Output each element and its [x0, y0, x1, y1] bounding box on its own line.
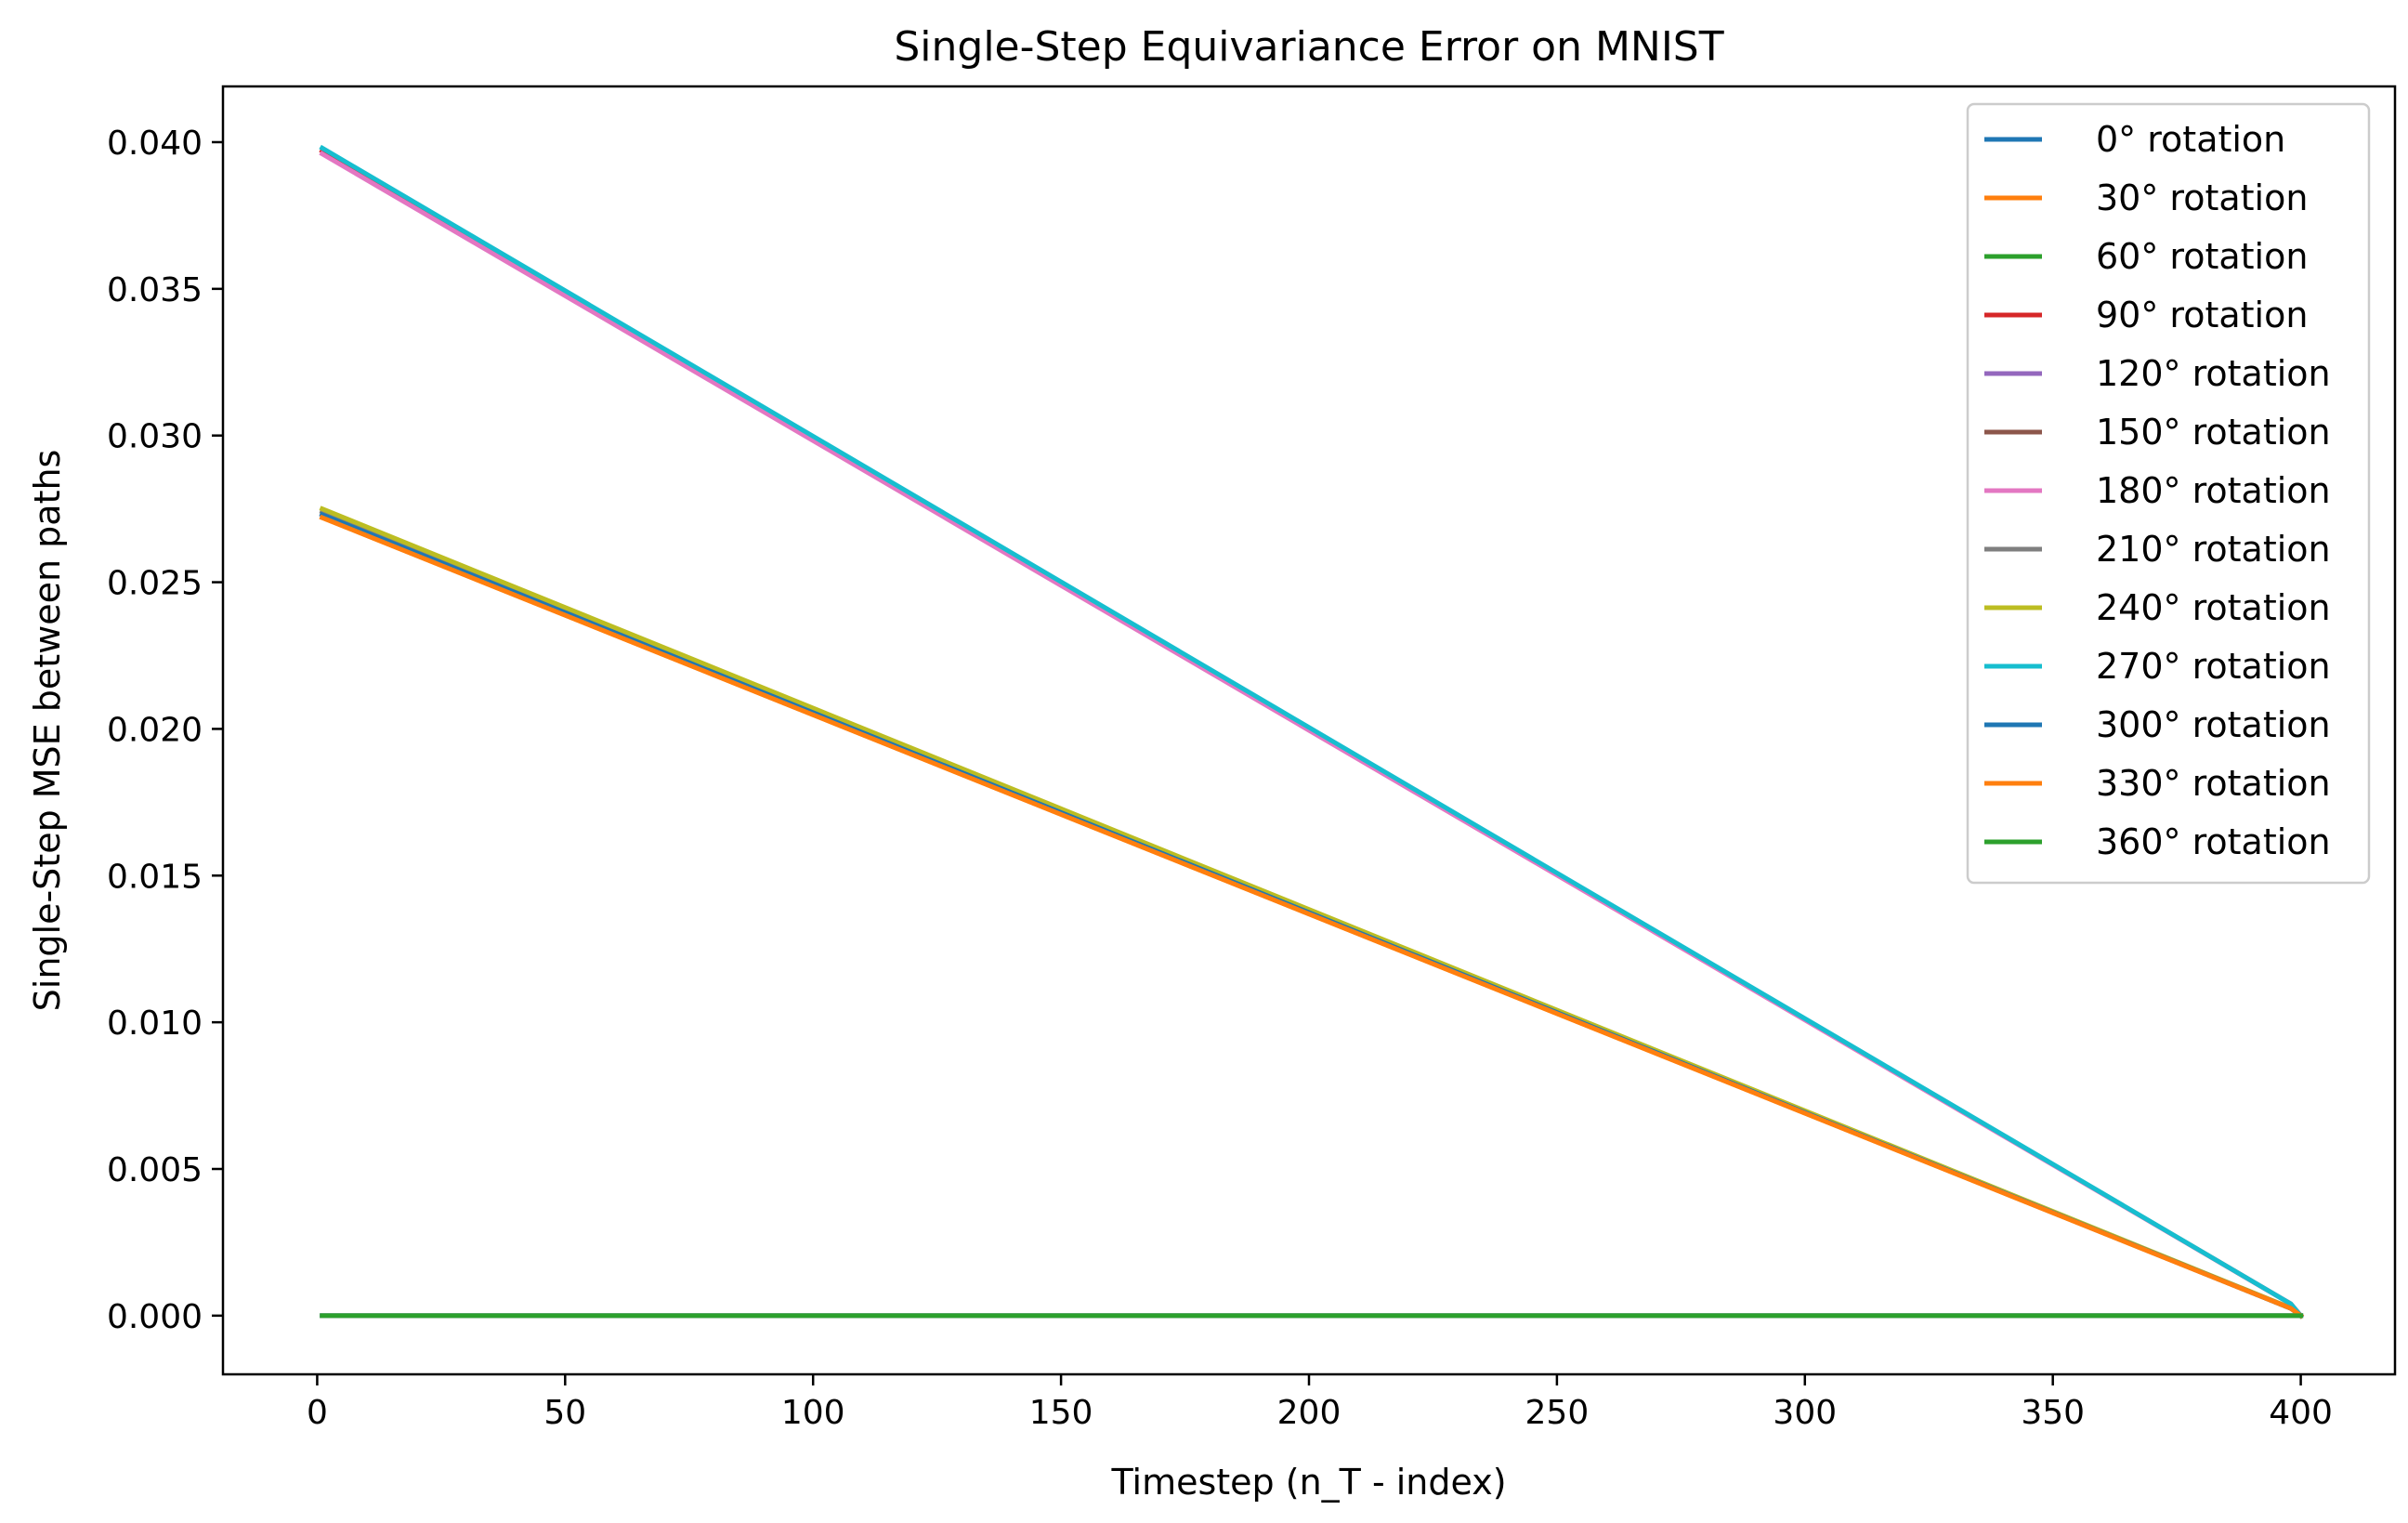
legend-label: 330° rotation [2096, 763, 2331, 804]
legend-label: 150° rotation [2096, 412, 2331, 453]
legend-label: 60° rotation [2096, 236, 2308, 277]
x-tick-label: 250 [1525, 1394, 1590, 1432]
legend-label: 360° rotation [2096, 821, 2331, 862]
legend-label: 120° rotation [2096, 353, 2331, 394]
x-tick-label: 100 [781, 1394, 845, 1432]
y-tick-label: 0.025 [107, 565, 203, 603]
x-tick-label: 400 [2269, 1394, 2333, 1432]
y-tick-label: 0.035 [107, 271, 203, 309]
y-tick-label: 0.010 [107, 1004, 203, 1043]
legend-box [1966, 102, 2371, 885]
y-tick-label: 0.015 [107, 858, 203, 896]
x-tick-label: 150 [1029, 1394, 1093, 1432]
series-layer [319, 144, 2305, 1319]
y-tick-label: 0.005 [107, 1151, 203, 1189]
x-axis-label: Timestep (n_T - index) [1110, 1462, 1506, 1503]
x-tick-label: 300 [1773, 1394, 1837, 1432]
legend-label: 90° rotation [2096, 295, 2308, 335]
legend-label: 210° rotation [2096, 529, 2331, 570]
x-axis: 0 50 100 150 200 250 300 350 400 [307, 1374, 2333, 1432]
y-axis-label: Single-Step MSE between paths [27, 450, 68, 1012]
series-line-11 [319, 514, 2305, 1319]
legend-label: 30° rotation [2096, 177, 2308, 218]
y-tick-label: 0.000 [107, 1298, 203, 1336]
x-tick-label: 200 [1277, 1394, 1341, 1432]
x-tick-label: 0 [307, 1394, 328, 1432]
x-tick-label: 50 [543, 1394, 586, 1432]
legend-label: 270° rotation [2096, 646, 2331, 687]
legend-label: 300° rotation [2096, 704, 2331, 745]
y-tick-label: 0.020 [107, 711, 203, 749]
x-tick-label: 350 [2021, 1394, 2085, 1432]
y-tick-label: 0.030 [107, 418, 203, 456]
y-axis: 0.000 0.005 0.010 0.015 0.020 0.025 0.030 0.035… [107, 125, 223, 1336]
legend-label: 0° rotation [2096, 119, 2285, 160]
chart-title: Single-Step Equivariance Error on MNIST [894, 23, 1723, 71]
legend-label: 180° rotation [2096, 470, 2331, 511]
legend: 0° rotation 30° rotation 60° rotation 90° r… [1966, 102, 2371, 885]
legend-label: 240° rotation [2096, 587, 2331, 628]
y-tick-label: 0.040 [107, 125, 203, 163]
